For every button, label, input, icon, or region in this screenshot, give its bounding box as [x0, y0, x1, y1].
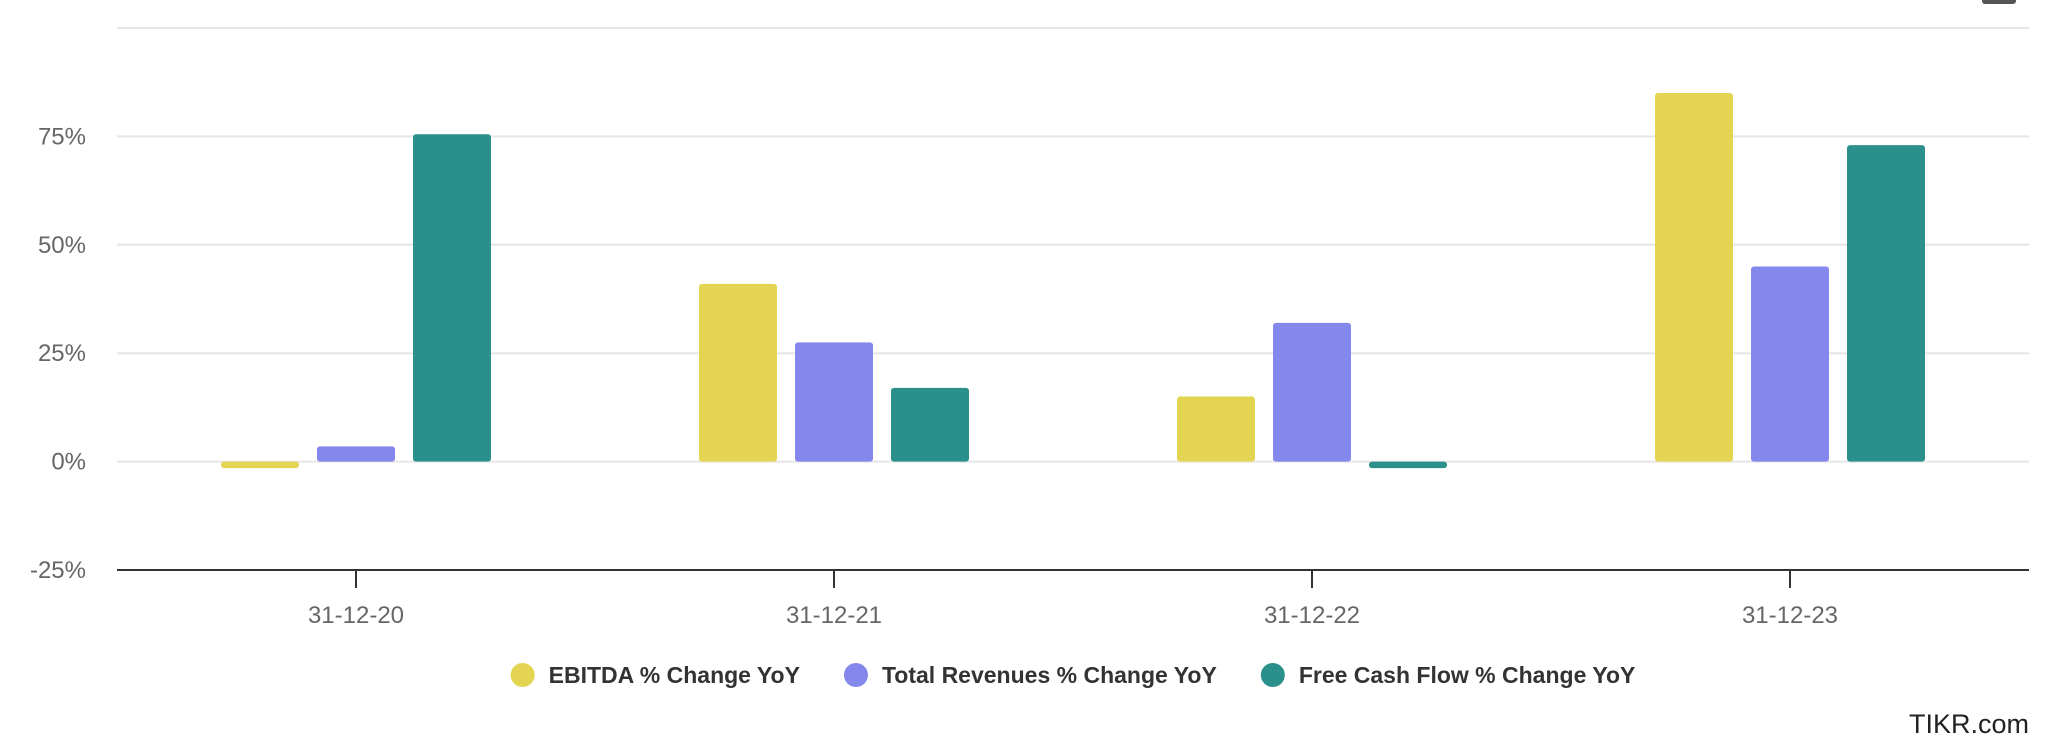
y-tick-label: 75% — [38, 123, 86, 150]
bar-ebitda-change-yoy-31-12-22[interactable] — [1177, 396, 1255, 462]
legend-label: Total Revenues % Change YoY — [882, 662, 1217, 688]
legend[interactable]: EBITDA % Change YoY Total Revenues % Chan… — [510, 662, 1636, 688]
x-tick-label: 31-12-20 — [308, 602, 404, 629]
gridlines — [117, 27, 2029, 463]
legend-label: EBITDA % Change YoY — [549, 662, 800, 688]
x-tick-label: 31-12-22 — [1264, 602, 1360, 629]
y-axis-labels: -25% 0% 25% 50% 75% — [30, 123, 86, 584]
y-tick-label: -25% — [30, 557, 86, 584]
menu-icon[interactable] — [1982, 0, 2016, 4]
bars — [221, 93, 1925, 469]
legend-swatch — [843, 663, 868, 687]
bar-free-cash-flow-change-yoy-31-12-22[interactable] — [1369, 461, 1447, 469]
y-tick-label: 50% — [38, 232, 86, 259]
bar-ebitda-change-yoy-31-12-23[interactable] — [1655, 93, 1733, 462]
legend-item-free-cash-flow-change-yoy[interactable]: Free Cash Flow % Change YoY — [1260, 662, 1636, 688]
legend-item-ebitda-change-yoy[interactable]: EBITDA % Change YoY — [510, 662, 800, 688]
y-tick-label: 25% — [38, 340, 86, 367]
legend-swatch — [1260, 663, 1285, 687]
bar-total-revenues-change-yoy-31-12-23[interactable] — [1751, 266, 1829, 462]
x-tick-label: 31-12-21 — [786, 602, 882, 629]
bar-ebitda-change-yoy-31-12-21[interactable] — [699, 283, 777, 462]
tikr-watermark: TIKR.com — [1909, 709, 2029, 739]
bar-total-revenues-change-yoy-31-12-21[interactable] — [795, 342, 873, 462]
bar-total-revenues-change-yoy-31-12-20[interactable] — [317, 446, 395, 462]
bar-free-cash-flow-change-yoy-31-12-20[interactable] — [413, 134, 491, 462]
x-tick-label: 31-12-23 — [1742, 602, 1838, 629]
y-tick-label: 0% — [51, 449, 86, 476]
legend-label: Free Cash Flow % Change YoY — [1299, 662, 1636, 688]
bar-ebitda-change-yoy-31-12-20[interactable] — [221, 461, 299, 469]
legend-swatch — [510, 663, 535, 687]
x-axis-ticks: 31-12-20 31-12-21 31-12-22 31-12-23 — [308, 570, 1838, 629]
legend-item-total-revenues-change-yoy[interactable]: Total Revenues % Change YoY — [843, 662, 1217, 688]
bar-total-revenues-change-yoy-31-12-22[interactable] — [1273, 322, 1351, 462]
bar-free-cash-flow-change-yoy-31-12-21[interactable] — [891, 387, 969, 462]
bar-free-cash-flow-change-yoy-31-12-23[interactable] — [1847, 145, 1925, 462]
